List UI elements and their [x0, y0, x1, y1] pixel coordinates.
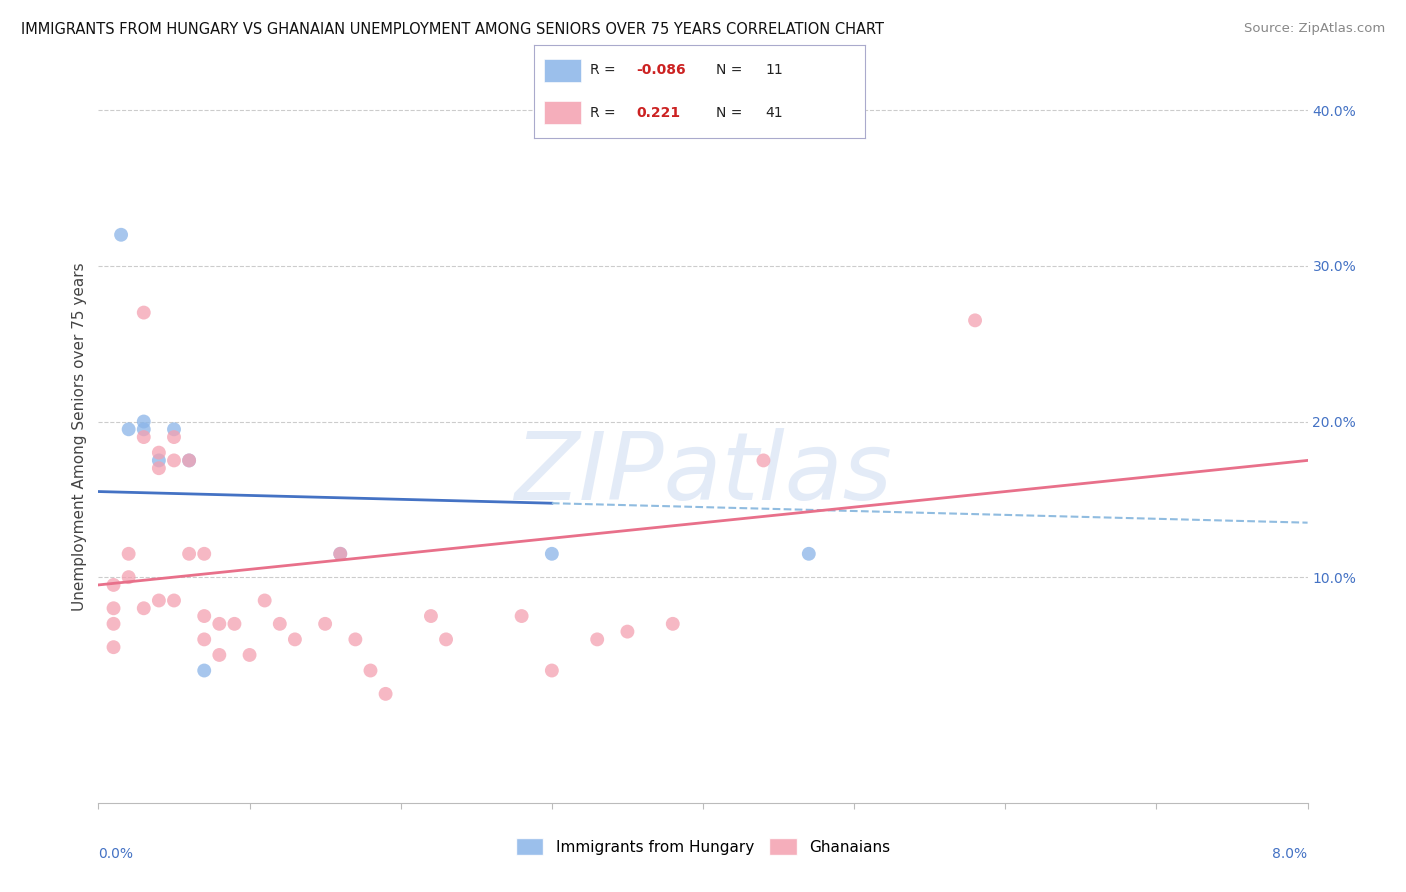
Point — [179, 453, 201, 467]
Text: -0.086: -0.086 — [637, 63, 686, 78]
Point — [132, 430, 155, 444]
Point — [224, 616, 246, 631]
Point — [193, 609, 215, 624]
Point — [329, 547, 352, 561]
Text: 11: 11 — [765, 63, 783, 78]
Point — [314, 616, 336, 631]
Text: 41: 41 — [765, 105, 783, 120]
Point — [103, 616, 125, 631]
Point — [434, 632, 457, 647]
Point — [360, 664, 382, 678]
Text: N =: N = — [716, 105, 742, 120]
Point — [148, 445, 170, 459]
Point — [103, 601, 125, 615]
Point — [208, 648, 231, 662]
Legend: Immigrants from Hungary, Ghanaians: Immigrants from Hungary, Ghanaians — [510, 832, 896, 861]
Point — [132, 415, 155, 429]
Point — [344, 632, 367, 647]
Point — [193, 547, 215, 561]
Point — [661, 616, 683, 631]
Bar — [544, 101, 581, 124]
Point — [163, 593, 186, 607]
Point — [103, 640, 125, 655]
Point — [420, 609, 443, 624]
Text: 0.221: 0.221 — [637, 105, 681, 120]
Point — [103, 578, 125, 592]
Point — [132, 422, 155, 436]
Point — [193, 632, 215, 647]
Point — [163, 422, 186, 436]
Point — [540, 547, 562, 561]
Text: 8.0%: 8.0% — [1272, 847, 1308, 861]
Text: ZIPatlas: ZIPatlas — [515, 428, 891, 519]
Point — [284, 632, 307, 647]
Point — [132, 305, 155, 319]
Point — [179, 453, 201, 467]
Point — [586, 632, 609, 647]
Point — [148, 461, 170, 475]
Text: N =: N = — [716, 63, 742, 78]
Text: R =: R = — [591, 63, 616, 78]
Point — [148, 593, 170, 607]
Text: R =: R = — [591, 105, 616, 120]
Point — [118, 547, 141, 561]
Point — [374, 687, 396, 701]
Point — [110, 227, 132, 242]
Point — [269, 616, 291, 631]
Point — [540, 664, 562, 678]
Text: Source: ZipAtlas.com: Source: ZipAtlas.com — [1244, 22, 1385, 36]
Point — [510, 609, 533, 624]
Point — [239, 648, 262, 662]
Point — [179, 547, 201, 561]
Y-axis label: Unemployment Among Seniors over 75 years: Unemployment Among Seniors over 75 years — [72, 263, 87, 611]
Point — [208, 616, 231, 631]
Point — [118, 422, 141, 436]
Point — [163, 430, 186, 444]
Point — [148, 453, 170, 467]
Point — [797, 547, 820, 561]
Point — [329, 547, 352, 561]
Bar — [544, 59, 581, 82]
Text: IMMIGRANTS FROM HUNGARY VS GHANAIAN UNEMPLOYMENT AMONG SENIORS OVER 75 YEARS COR: IMMIGRANTS FROM HUNGARY VS GHANAIAN UNEM… — [21, 22, 884, 37]
Point — [616, 624, 638, 639]
Point — [253, 593, 276, 607]
Text: 0.0%: 0.0% — [98, 847, 134, 861]
Point — [163, 453, 186, 467]
Point — [752, 453, 775, 467]
Point — [965, 313, 987, 327]
Point — [132, 601, 155, 615]
Point — [118, 570, 141, 584]
Point — [193, 664, 215, 678]
